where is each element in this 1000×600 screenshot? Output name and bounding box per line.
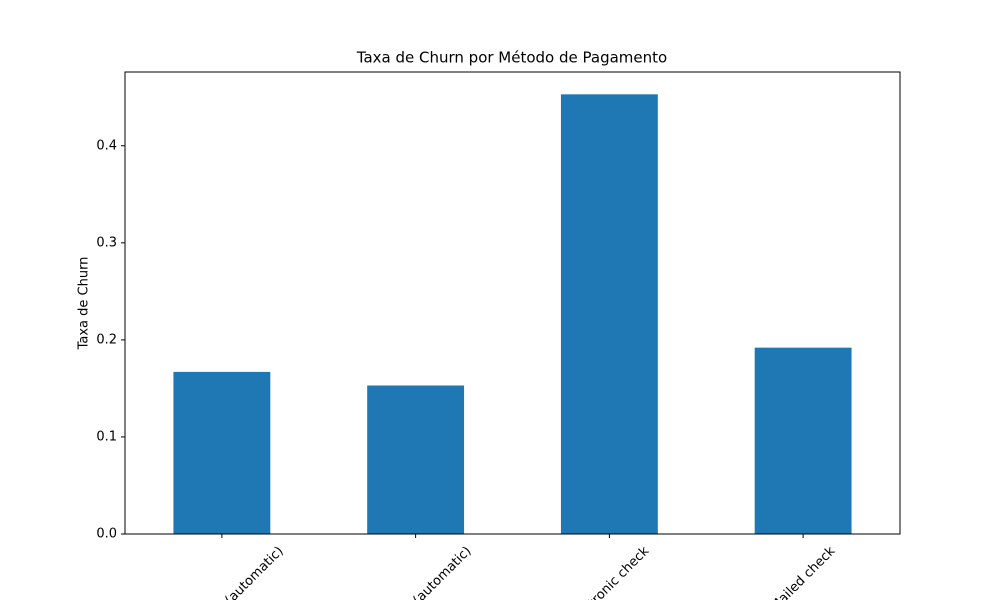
x-tick-label: Credit card (automatic) (357, 544, 475, 600)
bar (560, 94, 658, 534)
y-axis-label: Taxa de Churn (77, 257, 92, 351)
bar (367, 385, 465, 534)
x-tick-label: Bank transfer (automatic) (157, 544, 287, 600)
y-tick-label: 0.4 (96, 138, 117, 153)
x-tick-label: Electronic check (566, 543, 652, 600)
chart-title: Taxa de Churn por Método de Pagamento (356, 49, 667, 67)
plot-frame (124, 71, 901, 535)
y-tick-label: 0.3 (96, 235, 117, 250)
y-tick-label: 0.1 (96, 429, 117, 444)
y-tick-label: 0.0 (96, 527, 117, 542)
bar (754, 347, 852, 534)
x-tick-label: Mailed check (768, 543, 839, 600)
y-tick-label: 0.2 (96, 332, 117, 347)
bar (173, 371, 271, 534)
